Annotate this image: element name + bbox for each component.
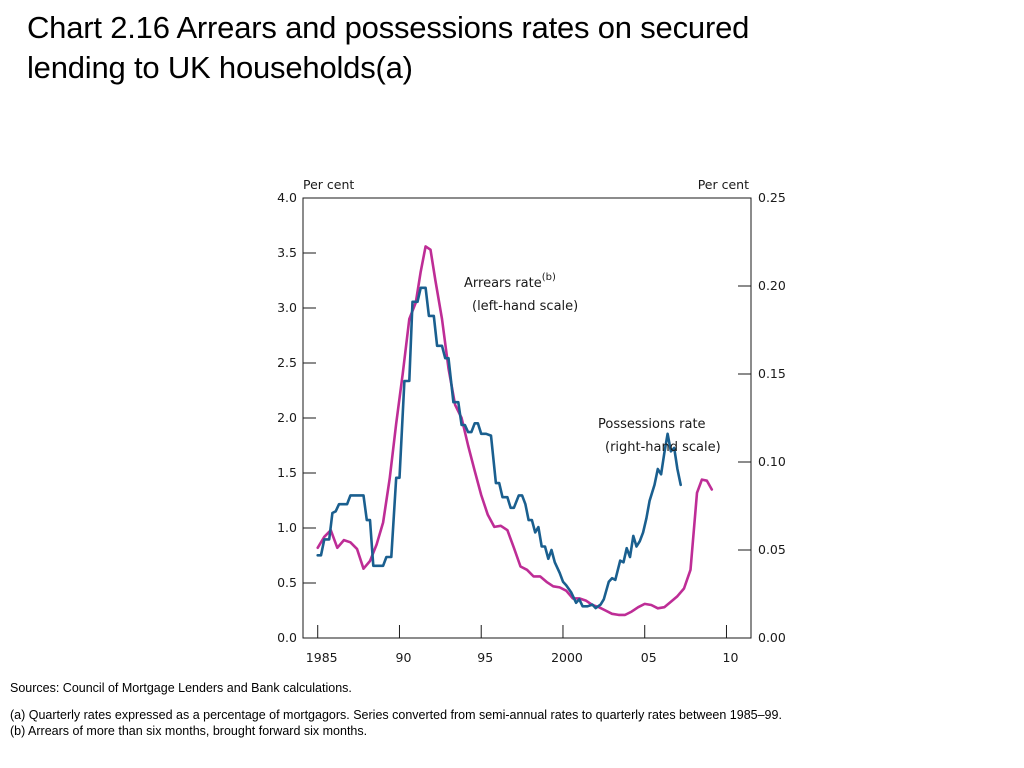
line-chart: 0.0 0.5 1.0 1.5 2.0 2.5 3.0 3.5 4.0 0.00 0.05 0.10… — [277, 177, 786, 665]
footnote-b: (b) Arrears of more than six months, bro… — [10, 724, 368, 738]
right-axis-tick-label: 0.10 — [758, 454, 786, 469]
left-axis: 0.0 0.5 1.0 1.5 2.0 2.5 3.0 3.5 4.0 — [277, 190, 316, 645]
right-axis-tick-label: 0.25 — [758, 190, 786, 205]
x-axis-tick-label: 90 — [396, 650, 412, 665]
right-axis-tick-label: 0.05 — [758, 542, 786, 557]
left-axis-tick-label: 0.5 — [277, 575, 297, 590]
chart-title: Chart 2.16 Arrears and possessions rates… — [27, 8, 927, 88]
x-axis-tick-label: 05 — [641, 650, 657, 665]
left-axis-tick-label: 4.0 — [277, 190, 297, 205]
left-axis-tick-label: 3.5 — [277, 245, 297, 260]
chart-notes: Sources: Council of Mortgage Lenders and… — [10, 680, 1010, 739]
right-axis-tick-label: 0.15 — [758, 366, 786, 381]
sources-note: Sources: Council of Mortgage Lenders and… — [10, 681, 352, 695]
right-axis-unit-label: Per cent — [698, 177, 749, 192]
left-axis-unit-label: Per cent — [303, 177, 354, 192]
right-axis: 0.00 0.05 0.10 0.15 0.20 0.25 — [738, 190, 786, 645]
left-axis-tick-label: 1.5 — [277, 465, 297, 480]
left-axis-tick-label: 2.5 — [277, 355, 297, 370]
right-axis-tick-label: 0.20 — [758, 278, 786, 293]
chart-title-line-2: lending to UK households(a) — [27, 50, 413, 85]
footnote-a: (a) Quarterly rates expressed as a perce… — [10, 708, 782, 722]
left-axis-tick-label: 2.0 — [277, 410, 297, 425]
x-axis-tick-label: 2000 — [551, 650, 583, 665]
x-axis-tick-label: 95 — [477, 650, 493, 665]
right-axis-tick-label: 0.00 — [758, 630, 786, 645]
x-axis: 1985 90 95 2000 05 10 — [306, 625, 739, 665]
arrears-annotation-label: Arrears rate(b) — [464, 272, 556, 291]
left-axis-tick-label: 1.0 — [277, 520, 297, 535]
possessions-annotation-label: Possessions rate — [598, 417, 706, 432]
possessions-series-line — [316, 286, 683, 610]
left-axis-tick-label: 3.0 — [277, 300, 297, 315]
chart-title-line-1: Chart 2.16 Arrears and possessions rates… — [27, 10, 750, 45]
arrears-annotation-scale: (left-hand scale) — [472, 299, 578, 314]
left-axis-tick-label: 0.0 — [277, 630, 297, 645]
arrears-series-line — [316, 245, 714, 617]
x-axis-tick-label: 10 — [723, 650, 739, 665]
x-axis-tick-label: 1985 — [306, 650, 338, 665]
series-layer — [316, 245, 714, 617]
possessions-annotation-scale: (right-hand scale) — [605, 440, 721, 455]
